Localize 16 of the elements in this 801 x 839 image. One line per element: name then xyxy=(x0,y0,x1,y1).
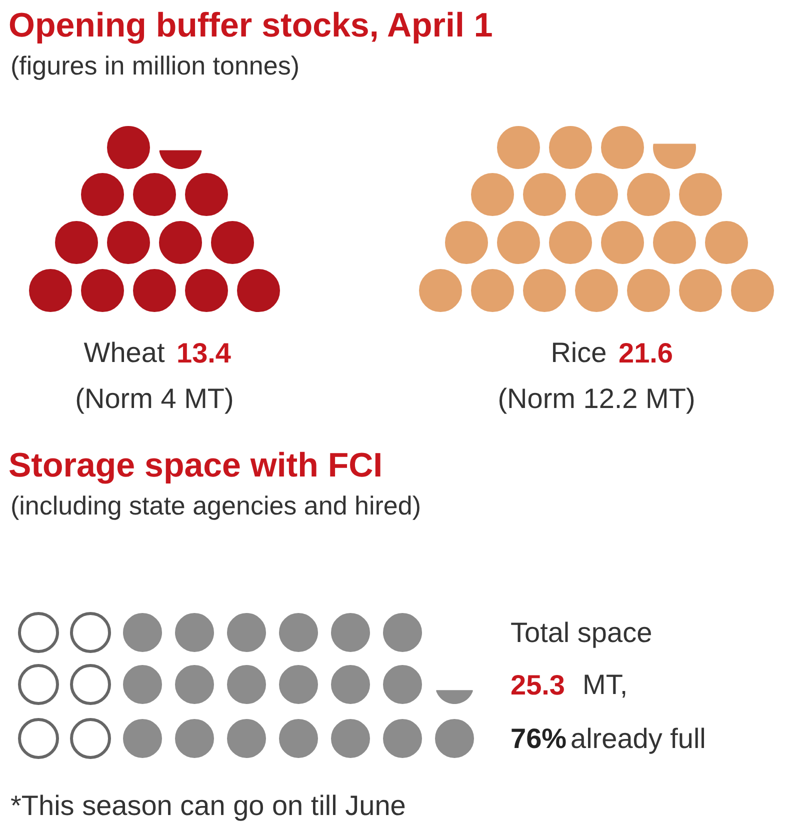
category-label: Wheat xyxy=(84,337,165,368)
text: (Norm 4 MT) xyxy=(75,383,234,414)
category-label: Rice xyxy=(550,337,607,368)
data-label: 76% xyxy=(510,723,567,754)
text: already full xyxy=(570,723,706,754)
text: (figures in million tonnes) xyxy=(10,50,300,80)
data-label: 13.4 xyxy=(176,338,232,368)
text: MT, xyxy=(582,669,628,700)
data-label: 21.6 xyxy=(618,338,673,368)
text: Opening buffer stocks, April 1 xyxy=(8,6,493,44)
text: Storage space with FCI xyxy=(8,446,383,484)
data-label: 25.3 xyxy=(510,670,565,700)
text: Total space xyxy=(510,617,652,648)
text: *This season can go on till June xyxy=(10,790,406,821)
text: (including state agencies and hired) xyxy=(10,490,421,520)
text: (Norm 12.2 MT) xyxy=(498,383,696,414)
